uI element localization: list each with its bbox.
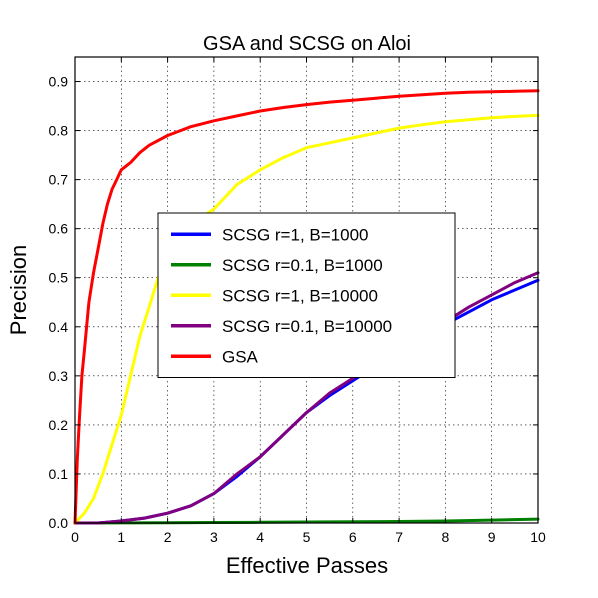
legend-label: GSA	[222, 347, 259, 366]
y-tick-label: 0.4	[49, 319, 69, 335]
x-tick-label: 3	[210, 529, 218, 545]
series-line	[73, 271, 540, 525]
legend-label: SCSG r=0.1, B=1000	[222, 256, 383, 275]
y-tick-label: 0.7	[49, 172, 69, 188]
series-line	[73, 113, 540, 525]
y-tick-label: 0.8	[49, 123, 69, 139]
x-tick-label: 10	[530, 529, 546, 545]
y-tick-label: 0.0	[49, 515, 69, 531]
y-axis-title: Precision	[6, 245, 31, 335]
legend: SCSG r=1, B=1000 SCSG r=0.1, B=1000 SCSG r…	[157, 212, 456, 378]
x-tick-label: 9	[488, 529, 496, 545]
x-tick-label: 6	[349, 529, 357, 545]
x-tick-label: 5	[303, 529, 311, 545]
x-tick-labels: 0 1 2 3 4 5 6 7 8 9 10	[71, 529, 546, 545]
y-tick-label: 0.5	[49, 270, 69, 286]
x-axis-title: Effective Passes	[226, 553, 388, 578]
x-tick-label: 4	[256, 529, 264, 545]
chart-title: GSA and SCSG on Aloi	[203, 33, 411, 55]
legend-label: SCSG r=1, B=1000	[222, 225, 368, 244]
legend-label: SCSG r=1, B=10000	[222, 286, 378, 305]
y-tick-label: 0.6	[49, 221, 69, 237]
legend-label: SCSG r=0.1, B=10000	[222, 317, 392, 336]
y-tick-labels: 0.0 0.1 0.2 0.3 0.4 0.5 0.6 0.7 0.8 0.9	[49, 74, 69, 531]
y-tick-label: 0.9	[49, 74, 69, 90]
y-tick-label: 0.1	[49, 466, 69, 482]
x-tick-label: 8	[442, 529, 450, 545]
x-tick-label: 1	[117, 529, 125, 545]
x-tick-label: 7	[395, 529, 403, 545]
series-line	[73, 89, 540, 525]
ticks	[74, 57, 539, 524]
x-tick-label: 2	[164, 529, 172, 545]
y-tick-label: 0.2	[49, 417, 69, 433]
x-tick-label: 0	[71, 529, 79, 545]
y-tick-label: 0.3	[49, 368, 69, 384]
